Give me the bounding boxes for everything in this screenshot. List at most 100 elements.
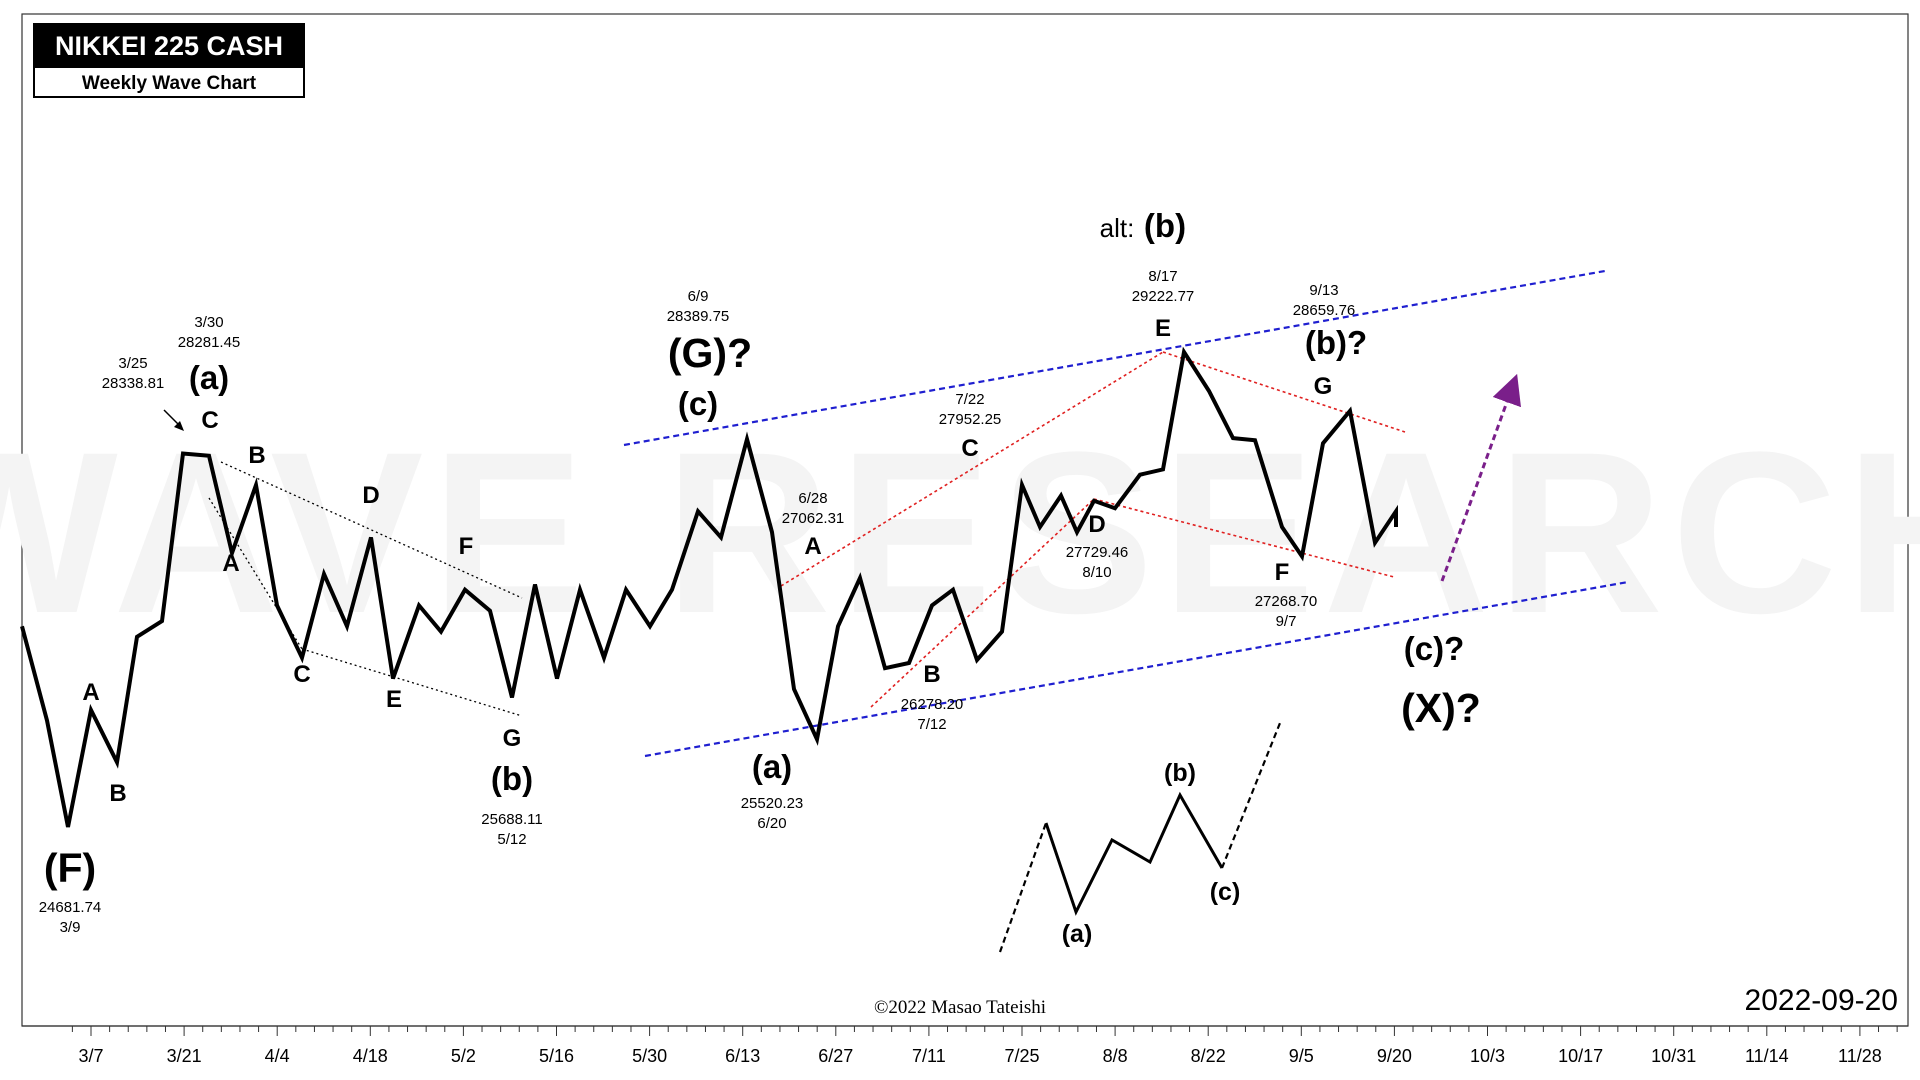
wave-label-G-1: G [503, 725, 522, 752]
wave-label-F-2: F [1275, 559, 1290, 586]
x-tick-label: 5/2 [451, 1046, 476, 1066]
triangle-line-lower-right [1093, 498, 1395, 578]
wave-label-b-paren: (b) [491, 760, 533, 797]
annotation-3-9: 24681.74 3/9 [39, 899, 102, 936]
triangle-line-black-bottom [301, 648, 523, 717]
x-tick-label: 6/27 [818, 1046, 853, 1066]
annotation-date: 3/9 [60, 919, 81, 936]
inset-label-b: (b) [1164, 759, 1196, 787]
annotation-7-22: 7/22 27952.25 [939, 391, 1002, 428]
triangle-line-upper-left [780, 351, 1164, 587]
annotation-date: 6/20 [757, 815, 786, 832]
x-tick-label: 8/8 [1103, 1046, 1128, 1066]
wave-label-c-paren: (c) [678, 385, 718, 422]
triangle-line-black-upper [220, 461, 523, 599]
channel-upper-line [623, 269, 1606, 447]
x-tick-label: 11/14 [1745, 1046, 1789, 1066]
x-tick-label: 9/20 [1377, 1046, 1412, 1066]
wave-label-b-question: (b)? [1305, 324, 1367, 361]
chart-date-stamp: 2022-09-20 [1745, 984, 1898, 1017]
x-tick-label: 4/4 [265, 1046, 290, 1066]
inset-wave-line [1044, 791, 1224, 916]
annotation-6-20: 25520.23 6/20 [741, 795, 804, 832]
price-line-series [20, 346, 1398, 828]
channel-lower-line [644, 580, 1629, 758]
chart-title: NIKKEI 225 CASH [55, 31, 283, 61]
annotation-6-28: 6/28 27062.31 [782, 490, 845, 527]
wave-label-D-1: D [362, 482, 379, 509]
annotation-price: 27729.46 [1066, 544, 1129, 561]
x-tick-label: 5/30 [632, 1046, 667, 1066]
annotation-price: 24681.74 [39, 899, 102, 916]
annotation-price: 25520.23 [741, 795, 804, 812]
annotation-date: 6/28 [798, 490, 827, 507]
wave-label-B-1: B [109, 780, 126, 807]
annotation-date: 8/17 [1148, 268, 1177, 285]
annotation-date: 6/9 [688, 288, 709, 305]
wave-label-a-paren: (a) [189, 359, 229, 396]
annotation-5-12: 25688.11 5/12 [481, 811, 542, 848]
plot-border [21, 13, 1909, 1027]
x-tick-label: 8/22 [1191, 1046, 1226, 1066]
annotation-price: 27952.25 [939, 411, 1002, 428]
wave-label-X-question: (X)? [1401, 685, 1481, 731]
wave-label-alt-prefix: alt: [1100, 213, 1135, 243]
chart-subtitle: Weekly Wave Chart [82, 73, 257, 94]
annotation-date: 9/7 [1276, 613, 1297, 630]
annotation-date: 8/10 [1082, 564, 1111, 581]
wave-label-C-2: C [293, 661, 310, 688]
annotation-7-12: 26278.20 7/12 [901, 696, 964, 733]
wave-label-E-2: E [1155, 315, 1171, 342]
wave-label-A-2: A [222, 550, 239, 577]
x-tick-label: 3/21 [167, 1046, 202, 1066]
inset-label-c: (c) [1210, 878, 1241, 906]
inset-label-a: (a) [1062, 920, 1093, 948]
wave-label-G-major: (G)? [668, 330, 752, 376]
annotation-3-25: 3/25 28338.81 [102, 355, 165, 392]
annotation-price: 28389.75 [667, 308, 730, 325]
annotation-price: 28338.81 [102, 375, 165, 392]
annotation-price: 27062.31 [782, 510, 845, 527]
wave-label-a-paren-low: (a) [752, 748, 792, 785]
title-box-header [34, 24, 304, 68]
annotation-price: 29222.77 [1132, 288, 1195, 305]
x-tick-label: 11/28 [1838, 1046, 1882, 1066]
annotation-price: 28659.76 [1293, 302, 1356, 319]
wave-label-C-1: C [201, 407, 218, 434]
annotation-price: 25688.11 [481, 811, 542, 828]
annotation-price: 27268.70 [1255, 593, 1318, 610]
wave-label-F-major: (F) [44, 845, 96, 891]
x-axis: 3/7 3/21 4/4 4/18 5/2 5/16 5/30 6/13 6/27 7/11 7/2… [71, 1026, 1898, 1066]
wave-label-C-3: C [961, 435, 978, 462]
wave-label-B-3: B [923, 661, 940, 688]
wave-label-F-1: F [459, 533, 474, 560]
wave-label-D-2: D [1088, 511, 1105, 538]
annotation-9-13: 9/13 28659.76 [1293, 282, 1356, 319]
wave-label-c-question: (c)? [1404, 630, 1465, 667]
annotation-date: 3/25 [118, 355, 147, 372]
annotation-8-10: 27729.46 8/10 [1066, 544, 1129, 581]
triangle-line-lower-left [870, 498, 1095, 708]
annotation-date: 3/30 [194, 314, 223, 331]
annotation-date: 9/13 [1309, 282, 1338, 299]
x-tick-label: 10/17 [1558, 1046, 1603, 1066]
wave-label-B-2: B [248, 442, 265, 469]
x-tick-label: 10/31 [1651, 1046, 1696, 1066]
x-tick-label: 3/7 [78, 1046, 103, 1066]
annotation-price: 28281.45 [178, 334, 241, 351]
x-tick-label: 7/11 [912, 1046, 946, 1066]
copyright-note: ©2022 Masao Tateishi [874, 997, 1046, 1018]
annotation-8-17: 8/17 29222.77 [1132, 268, 1195, 305]
projection-arrow [1440, 373, 1521, 582]
x-tick-label: 4/18 [353, 1046, 388, 1066]
x-tick-label: 5/16 [539, 1046, 574, 1066]
wave-label-E-1: E [386, 686, 402, 713]
x-tick-label: 10/3 [1470, 1046, 1505, 1066]
wave-label-A-3: A [804, 533, 821, 560]
x-tick-label: 6/13 [725, 1046, 760, 1066]
x-tick-label: 9/5 [1289, 1046, 1314, 1066]
annotation-date: 5/12 [497, 831, 526, 848]
wave-label-A-1: A [82, 679, 99, 706]
watermark: WAVE RESEARCH [0, 404, 1920, 661]
